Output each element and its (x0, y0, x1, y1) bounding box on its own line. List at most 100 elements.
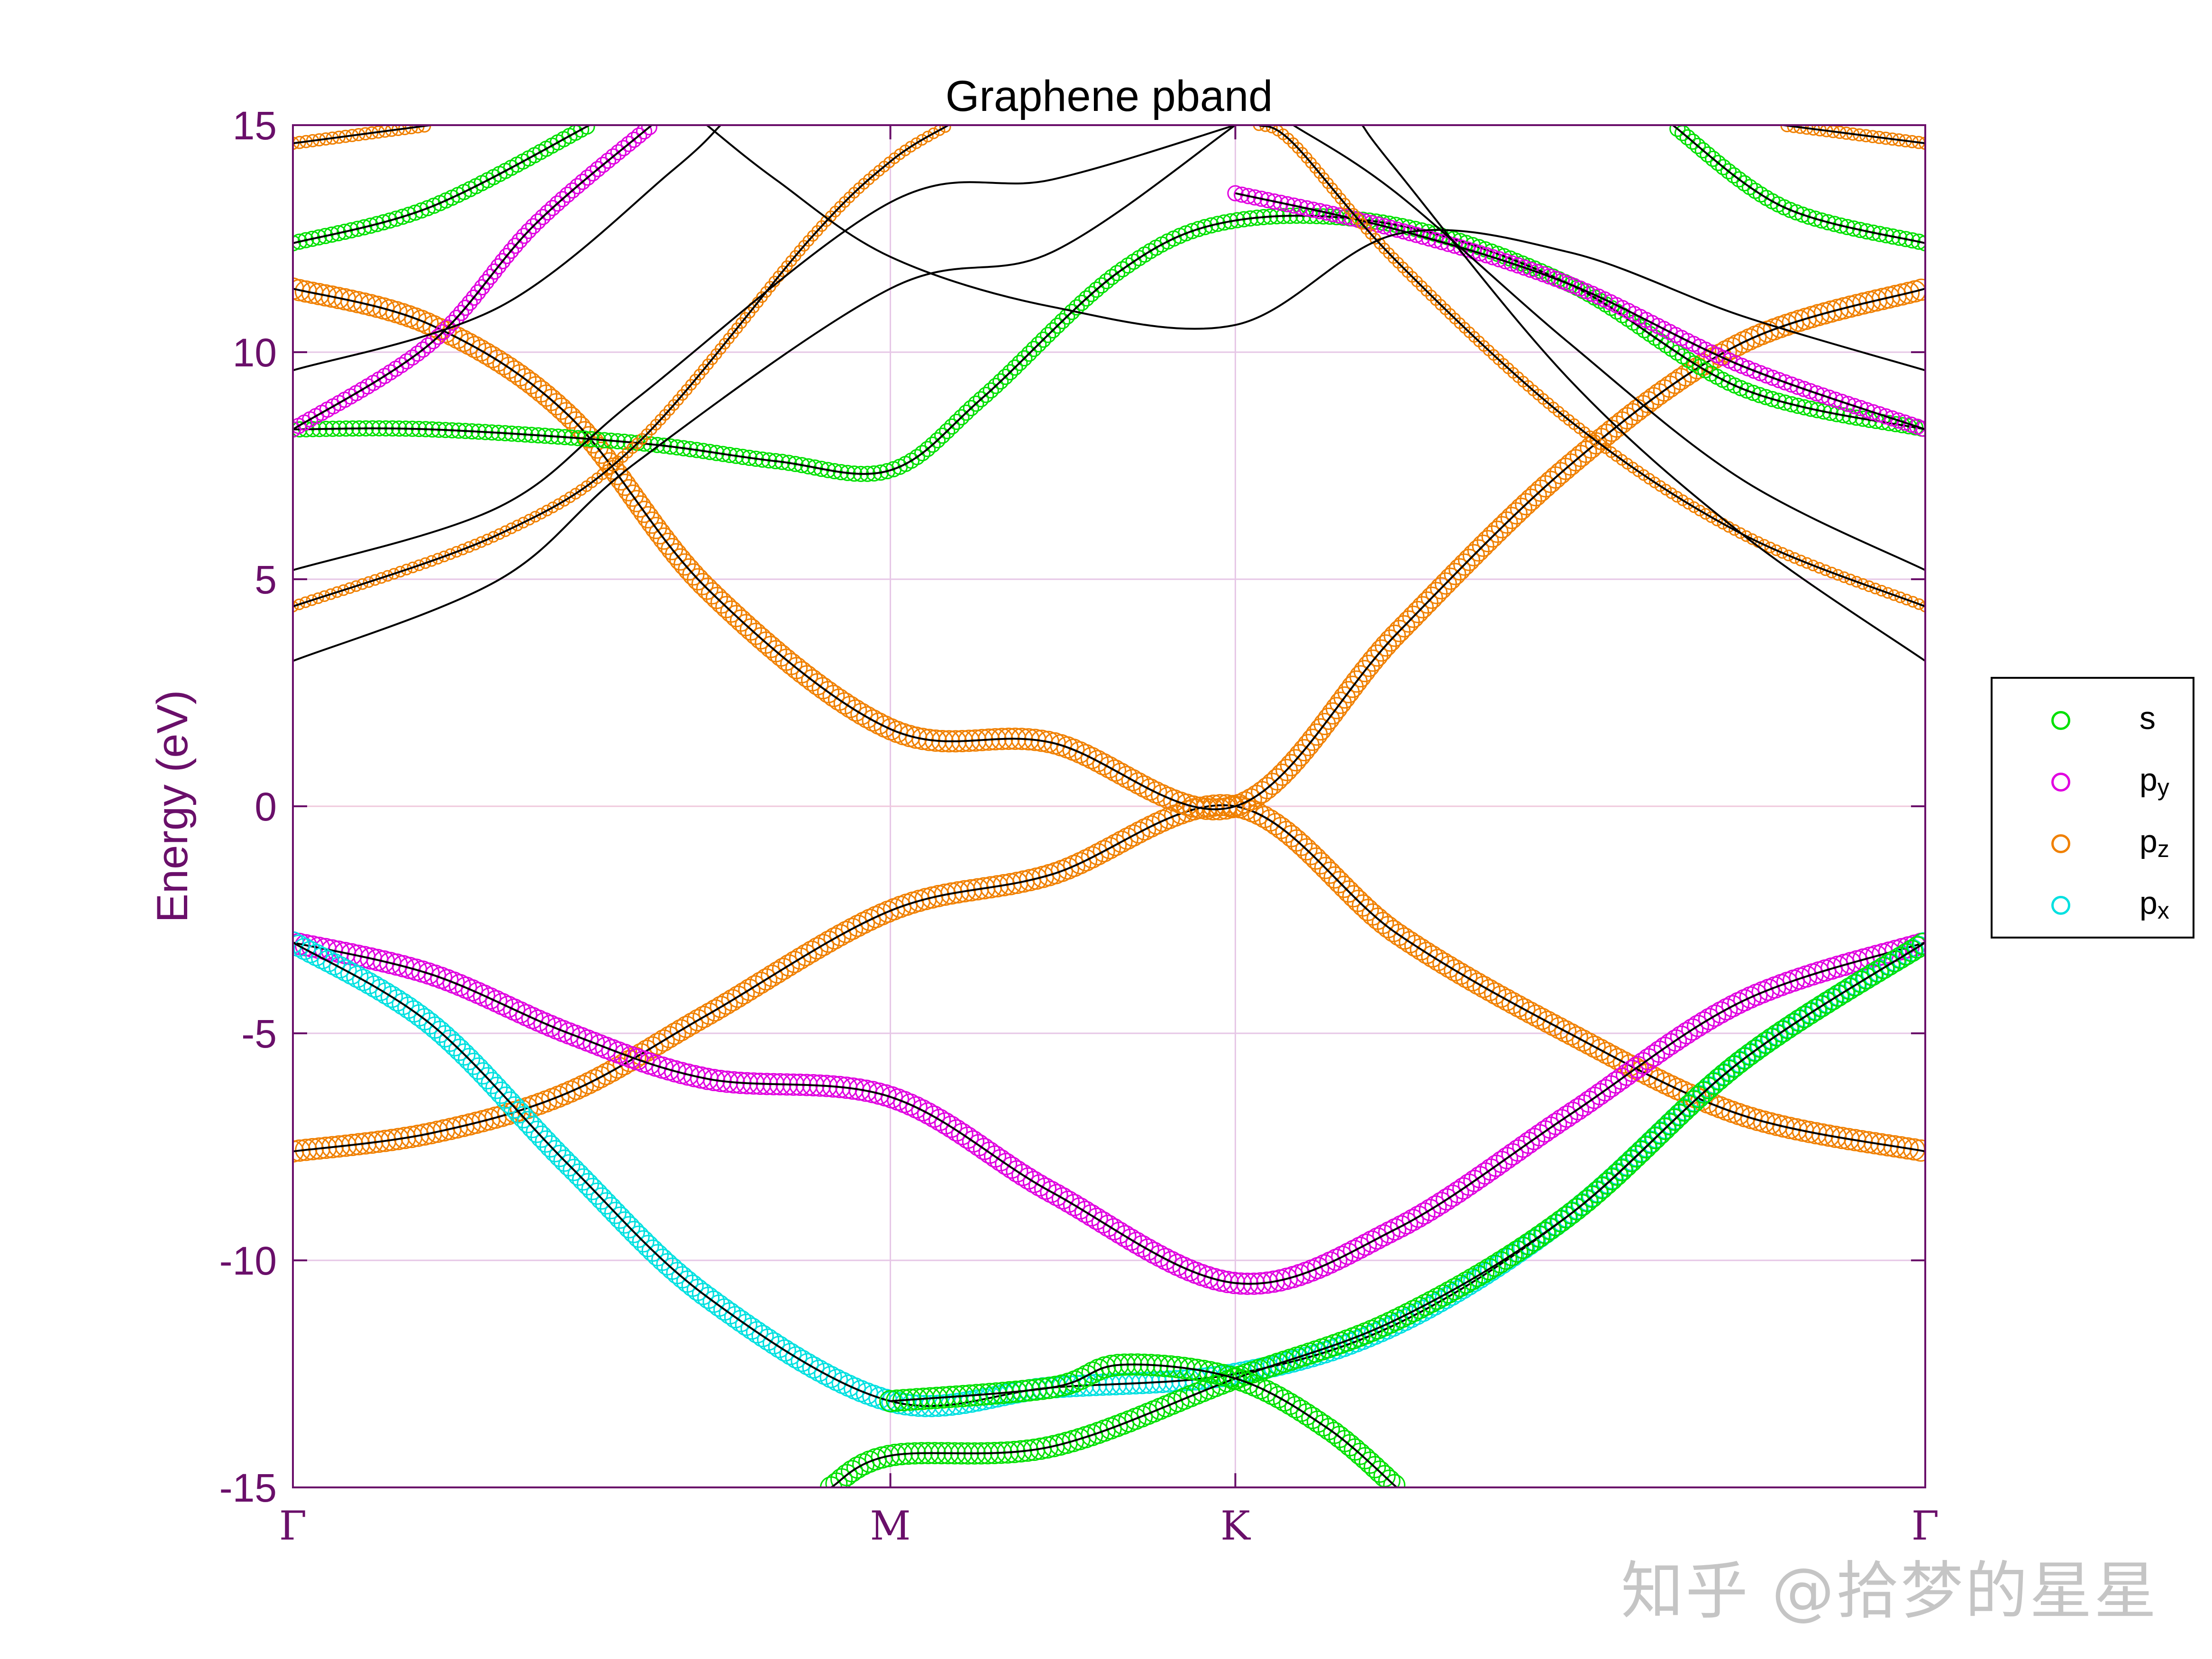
legend-marker-py (2051, 773, 2070, 792)
legend-item-px: px (1993, 876, 2193, 938)
projection-marker (918, 729, 940, 751)
projection-marker (367, 1130, 390, 1153)
projection-marker (444, 548, 456, 560)
projection-marker (1698, 1008, 1720, 1030)
projection-marker (956, 1126, 979, 1149)
projection-marker (1904, 232, 1921, 249)
projection-marker (1427, 948, 1449, 971)
projection-marker (305, 944, 328, 966)
projection-marker (1783, 396, 1800, 412)
projection-marker (453, 305, 469, 321)
projection-marker (1434, 572, 1457, 595)
projection-marker (845, 699, 867, 722)
projection-marker (388, 210, 405, 227)
projection-marker (1505, 502, 1528, 525)
y-tick-label: -5 (241, 1012, 277, 1056)
projection-marker (1501, 1143, 1524, 1166)
projection-marker (1022, 1171, 1045, 1194)
projection-marker (1554, 1020, 1576, 1043)
projection-marker (1007, 359, 1023, 376)
projection-marker (1734, 527, 1747, 539)
projection-marker (695, 443, 712, 459)
projection-marker (491, 993, 514, 1015)
projection-marker (1478, 247, 1495, 264)
projection-marker (1839, 396, 1856, 412)
projection-marker (595, 1063, 618, 1085)
band-line (293, 941, 1925, 1285)
projection-marker (1069, 852, 1092, 875)
projection-marker (933, 125, 946, 136)
projection-marker (1378, 1312, 1401, 1334)
projection-marker (1416, 591, 1438, 614)
projection-marker (1247, 802, 1270, 825)
x-tick-label: Γ (1912, 1503, 1939, 1549)
projection-marker (641, 1036, 664, 1059)
projection-marker (1458, 548, 1480, 571)
projection-marker (1026, 341, 1042, 357)
projection-marker (968, 395, 984, 412)
projection-marker (503, 360, 526, 383)
projection-marker (1909, 1139, 1925, 1162)
projection-marker (1348, 1237, 1371, 1259)
projection-marker (1715, 998, 1738, 1021)
projection-marker (757, 1328, 780, 1351)
projection-marker (1069, 1367, 1092, 1390)
projection-marker (1869, 583, 1881, 594)
projection-marker (1051, 1187, 1074, 1210)
projection-marker (887, 1392, 910, 1414)
projection-marker (1184, 223, 1201, 239)
projection-marker (1134, 818, 1156, 841)
projection-marker (404, 349, 420, 366)
projection-marker (1203, 217, 1220, 234)
projection-marker (498, 356, 520, 379)
projection-marker (735, 1313, 757, 1336)
projection-marker (1480, 1259, 1502, 1282)
projection-marker (1305, 201, 1321, 218)
projection-marker (1080, 1204, 1102, 1227)
projection-marker (344, 582, 356, 594)
projection-marker (967, 1134, 990, 1157)
projection-marker (369, 216, 385, 232)
projection-marker (1542, 1014, 1565, 1036)
y-tick-label: 0 (255, 784, 277, 829)
projection-marker (457, 300, 474, 316)
projection-marker (1016, 350, 1033, 367)
projection-marker (1629, 1140, 1652, 1163)
projection-marker (581, 1177, 604, 1200)
projection-marker (1882, 587, 1894, 599)
projection-marker (1160, 1251, 1183, 1273)
projection-marker (1522, 1229, 1545, 1252)
projection-marker (944, 418, 960, 435)
projection-marker (1491, 516, 1513, 538)
projection-marker (1826, 216, 1843, 232)
projection-marker (746, 1321, 768, 1344)
projection-marker (1448, 558, 1471, 581)
projection-marker (951, 1123, 974, 1145)
projection-marker (1461, 969, 1484, 992)
projection-marker (1378, 1469, 1401, 1487)
projection-marker (1255, 1380, 1278, 1403)
projection-marker (992, 373, 1009, 390)
projection-marker (490, 258, 507, 275)
projection-marker (1495, 988, 1518, 1011)
projection-marker (375, 214, 392, 231)
projection-marker (462, 1052, 485, 1075)
projection-marker (789, 947, 811, 970)
projection-marker (807, 459, 823, 476)
projection-marker (1407, 1205, 1430, 1228)
projection-marker (1901, 593, 1912, 606)
projection-marker (1311, 203, 1328, 219)
projection-marker (321, 1136, 344, 1158)
projection-marker (948, 413, 965, 430)
projection-marker (681, 1012, 703, 1035)
projection-marker (388, 360, 404, 377)
projection-marker (687, 568, 710, 591)
projection-marker (1415, 942, 1438, 964)
projection-marker (391, 993, 414, 1015)
band-line (293, 125, 653, 430)
projection-marker (1402, 1300, 1425, 1322)
projection-marker (1210, 1269, 1232, 1292)
projection-marker (1507, 995, 1530, 1018)
projection-marker (636, 125, 653, 140)
projection-marker (1660, 1075, 1683, 1097)
